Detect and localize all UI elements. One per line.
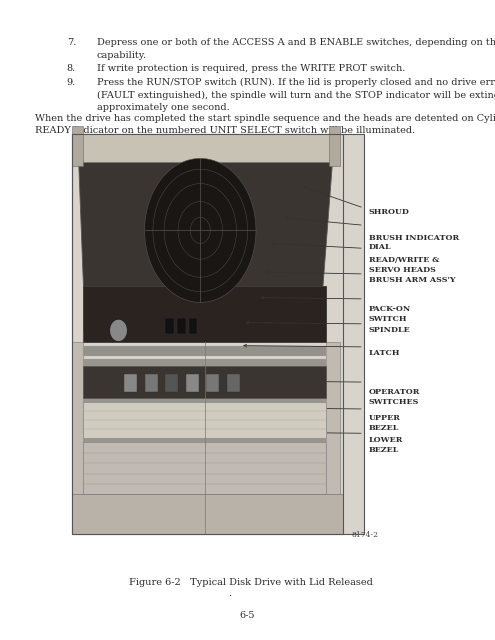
Text: 8.: 8. — [67, 64, 76, 73]
Bar — [84, 477, 326, 488]
Text: LOWER
BEZEL: LOWER BEZEL — [369, 436, 403, 454]
Bar — [84, 385, 326, 396]
Bar — [84, 332, 326, 342]
Bar — [165, 318, 174, 334]
Text: .: . — [228, 589, 231, 598]
Text: Figure 6-2   Typical Disk Drive with Lid Released: Figure 6-2 Typical Disk Drive with Lid R… — [129, 578, 373, 587]
Polygon shape — [72, 342, 84, 534]
Text: LATCH: LATCH — [369, 349, 400, 357]
Polygon shape — [145, 159, 256, 302]
Text: Depress one or both of the ACCESS A and B ENABLE switches, depending on the port: Depress one or both of the ACCESS A and … — [97, 38, 495, 60]
Text: 7.: 7. — [67, 38, 76, 47]
Bar — [72, 134, 344, 534]
Bar — [84, 403, 326, 438]
Bar — [206, 374, 219, 392]
Bar — [84, 465, 326, 474]
Bar — [189, 318, 198, 334]
Bar — [84, 438, 326, 448]
Bar — [72, 134, 364, 534]
Text: SPINDLE: SPINDLE — [369, 326, 410, 334]
Bar — [84, 425, 326, 435]
Bar — [177, 318, 186, 334]
Text: UPPER
BEZEL: UPPER BEZEL — [369, 414, 400, 431]
Bar — [72, 126, 84, 166]
Bar — [72, 494, 344, 534]
Bar — [84, 442, 326, 494]
Text: OPERATOR
SWITCHES: OPERATOR SWITCHES — [369, 388, 420, 406]
Text: 9.: 9. — [67, 78, 76, 87]
Text: BRUSH ARM ASS'Y: BRUSH ARM ASS'Y — [369, 276, 455, 284]
Bar — [84, 359, 326, 369]
Text: If write protection is required, press the WRITE PROT switch.: If write protection is required, press t… — [97, 64, 405, 73]
Text: When the drive has completed the start spindle sequence and the heads are detent: When the drive has completed the start s… — [35, 114, 495, 135]
Bar — [124, 374, 138, 392]
Text: READ/WRITE &
SERVO HEADS: READ/WRITE & SERVO HEADS — [369, 256, 439, 273]
Text: Press the RUN/STOP switch (RUN). If the lid is properly closed and no drive erro: Press the RUN/STOP switch (RUN). If the … — [97, 78, 495, 112]
Bar — [84, 366, 326, 398]
Text: SHROUD: SHROUD — [369, 208, 410, 216]
Bar — [84, 287, 326, 342]
Text: 8174-2: 8174-2 — [351, 531, 379, 539]
Polygon shape — [326, 342, 341, 534]
Bar — [84, 372, 326, 382]
Bar — [165, 374, 178, 392]
Polygon shape — [78, 134, 335, 286]
Text: 6-5: 6-5 — [240, 611, 255, 620]
Bar — [329, 126, 341, 166]
Bar — [84, 287, 326, 342]
Text: PACK-ON
SWITCH: PACK-ON SWITCH — [369, 305, 411, 323]
Bar — [84, 451, 326, 461]
Polygon shape — [111, 321, 126, 340]
Bar — [84, 346, 326, 356]
Bar — [186, 374, 199, 392]
Bar — [84, 398, 326, 408]
Bar — [84, 412, 326, 422]
Bar — [145, 374, 158, 392]
Bar — [227, 374, 240, 392]
Text: BRUSH INDICATOR
DIAL: BRUSH INDICATOR DIAL — [369, 234, 459, 251]
Bar — [78, 134, 332, 163]
